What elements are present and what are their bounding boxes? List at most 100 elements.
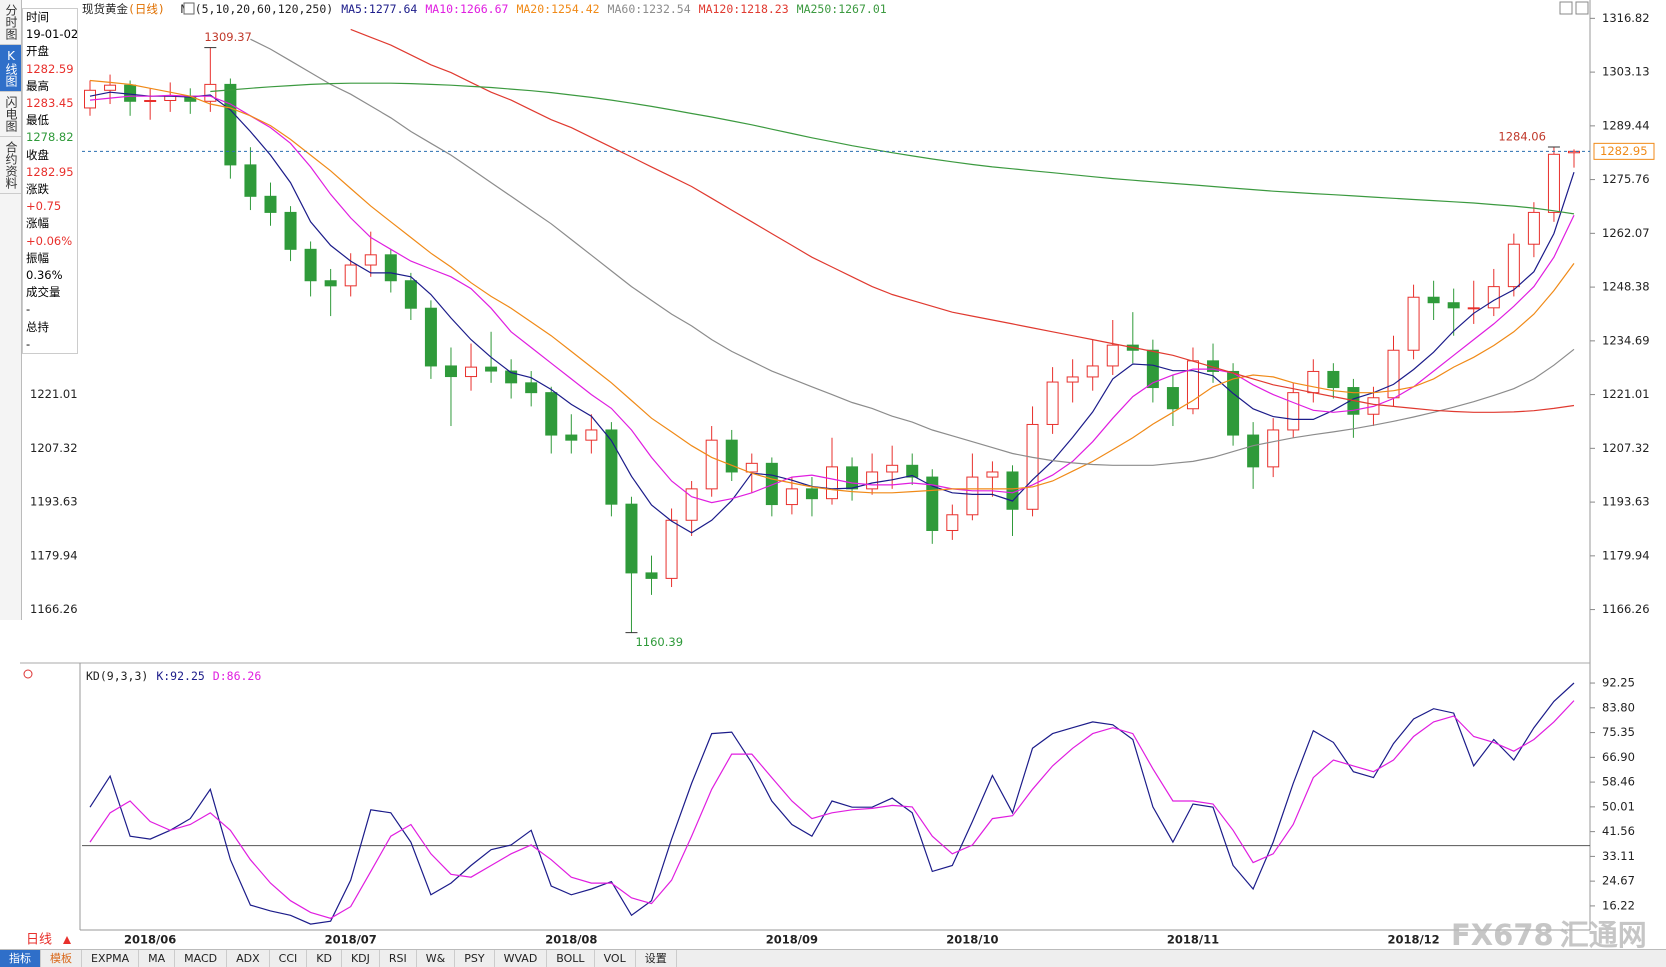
y-tick-label-left: 1221.01: [30, 387, 78, 401]
toolbar-button[interactable]: PSY: [455, 950, 495, 967]
candle-body: [244, 164, 257, 197]
info-label: 涨跌: [26, 182, 49, 197]
candle-body: [364, 254, 377, 266]
candle-body: [424, 307, 437, 367]
toolbar-button[interactable]: KD: [307, 950, 342, 967]
candle-body: [1066, 376, 1079, 383]
y-tick-label: 1221.01: [1602, 387, 1650, 401]
candle-body: [1026, 423, 1039, 510]
y-tick-label: 1316.82: [1602, 11, 1650, 25]
y-tick-label: 41.56: [1602, 824, 1635, 838]
x-tick-label: 2018/11: [1167, 933, 1219, 947]
toolbar-button[interactable]: 模板: [41, 950, 82, 967]
y-tick-label-left: 1179.94: [30, 548, 78, 562]
candle-body: [224, 83, 237, 166]
toolbar-button[interactable]: WVAD: [495, 950, 548, 967]
candle-body: [1387, 349, 1400, 399]
ma-line: [89, 79, 1575, 494]
candle-body: [846, 466, 859, 490]
side-tab[interactable]: 闪电图: [0, 92, 21, 137]
y-tick-label: 33.11: [1602, 849, 1635, 863]
candle-body: [785, 488, 798, 506]
y-tick-label: 66.90: [1602, 750, 1635, 764]
toolbar-button[interactable]: ADX: [227, 950, 270, 967]
legend-value: 1266.67: [460, 2, 509, 16]
toolbar-button[interactable]: EXPMA: [82, 950, 140, 967]
candle-body: [1487, 286, 1500, 309]
info-label: 振幅: [26, 250, 49, 265]
candle-body: [1146, 349, 1159, 389]
x-tick-label: 2018/07: [325, 933, 377, 947]
settings-icon[interactable]: [23, 669, 33, 679]
candle-body: [926, 476, 939, 531]
candle-body: [444, 365, 457, 378]
info-value: 1283.45: [26, 96, 74, 111]
info-label: 时间: [26, 10, 49, 24]
toolbar-button[interactable]: W&: [417, 950, 456, 967]
candle-body: [725, 439, 738, 473]
period-arrow[interactable]: [63, 936, 71, 944]
toolbar-button[interactable]: MACD: [175, 950, 228, 967]
candle-body: [805, 488, 818, 500]
info-label: 涨幅: [26, 216, 49, 231]
chart-title: KD(9,3,3) K:92.25 D:86.26: [86, 669, 261, 683]
high-label: 1309.37: [204, 30, 252, 44]
candle-body: [1568, 150, 1580, 154]
period-label[interactable]: 日线: [26, 933, 52, 948]
side-tab[interactable]: K线图: [0, 45, 21, 92]
toolbar-button[interactable]: 设置: [636, 950, 677, 967]
candle-body: [1547, 153, 1560, 213]
y-tick-label: 1303.13: [1602, 65, 1650, 79]
toolbar-button[interactable]: RSI: [380, 950, 417, 967]
candle-body: [384, 254, 397, 282]
toolbar-button[interactable]: KDJ: [342, 950, 380, 967]
toolbar-button[interactable]: MA: [139, 950, 176, 967]
toolbar-button[interactable]: VOL: [595, 950, 636, 967]
y-tick-label: 75.35: [1602, 725, 1635, 739]
legend-value: 1218.23: [740, 2, 789, 16]
indicator: MA(5,10,20,60,120,250): [181, 2, 333, 16]
x-tick-label: 2018/10: [946, 933, 998, 947]
info-label: 总持: [26, 319, 49, 334]
y-tick-label-left: 1207.32: [30, 441, 78, 455]
y-tick-label: 1234.69: [1602, 333, 1650, 347]
info-panel: 时间 19-01-02 开盘 1282.59 最高 1283.45 最低 127…: [22, 8, 78, 355]
candle-body: [1327, 370, 1340, 389]
legend-value: 86.26: [227, 669, 262, 683]
y-tick-label: 1275.76: [1602, 172, 1650, 186]
candle-body: [505, 370, 518, 384]
candle-body: [966, 476, 979, 516]
candle-body: [1467, 307, 1480, 310]
legend-name: MA250:: [797, 2, 839, 16]
candle-body: [485, 366, 498, 372]
ma-line: [250, 38, 1575, 466]
info-label: 开盘: [26, 44, 49, 59]
side-tab[interactable]: 分时图: [0, 0, 21, 45]
y-tick-label: 1289.44: [1602, 118, 1650, 132]
candle-body: [1046, 381, 1059, 425]
subtitle: (日线): [128, 2, 165, 16]
window-button[interactable]: [1559, 1, 1573, 15]
candle-body: [886, 464, 899, 473]
candle-body: [1507, 243, 1520, 288]
window-button[interactable]: [1575, 1, 1589, 15]
y-tick-label: 92.25: [1602, 676, 1635, 690]
legend-name: D:: [213, 669, 227, 683]
candle-body: [765, 462, 778, 506]
y-tick-label: 1166.26: [1602, 602, 1650, 616]
info-value: 1282.59: [26, 61, 74, 76]
legend-name: K:: [156, 669, 170, 683]
toolbar-button[interactable]: 指标: [0, 950, 41, 967]
info-value: -: [26, 336, 31, 351]
toolbar-button[interactable]: CCI: [270, 950, 308, 967]
candle-body: [1106, 344, 1119, 367]
toolbar: 指标 模板 EXPMA MA MACD ADX CCI KD KDJ RSI W& PSY WVAD BO…: [0, 949, 1666, 967]
x-tick-label: 2018/09: [766, 933, 818, 947]
toolbar-button[interactable]: BOLL: [547, 950, 595, 967]
side-tab[interactable]: 合约资料: [0, 137, 21, 194]
x-tick-label: 2018/08: [545, 933, 597, 947]
info-value: +0.06%: [26, 233, 73, 248]
info-value: 1282.95: [26, 164, 74, 179]
info-label: 最低: [26, 113, 49, 128]
legend-value: 92.25: [170, 669, 205, 683]
